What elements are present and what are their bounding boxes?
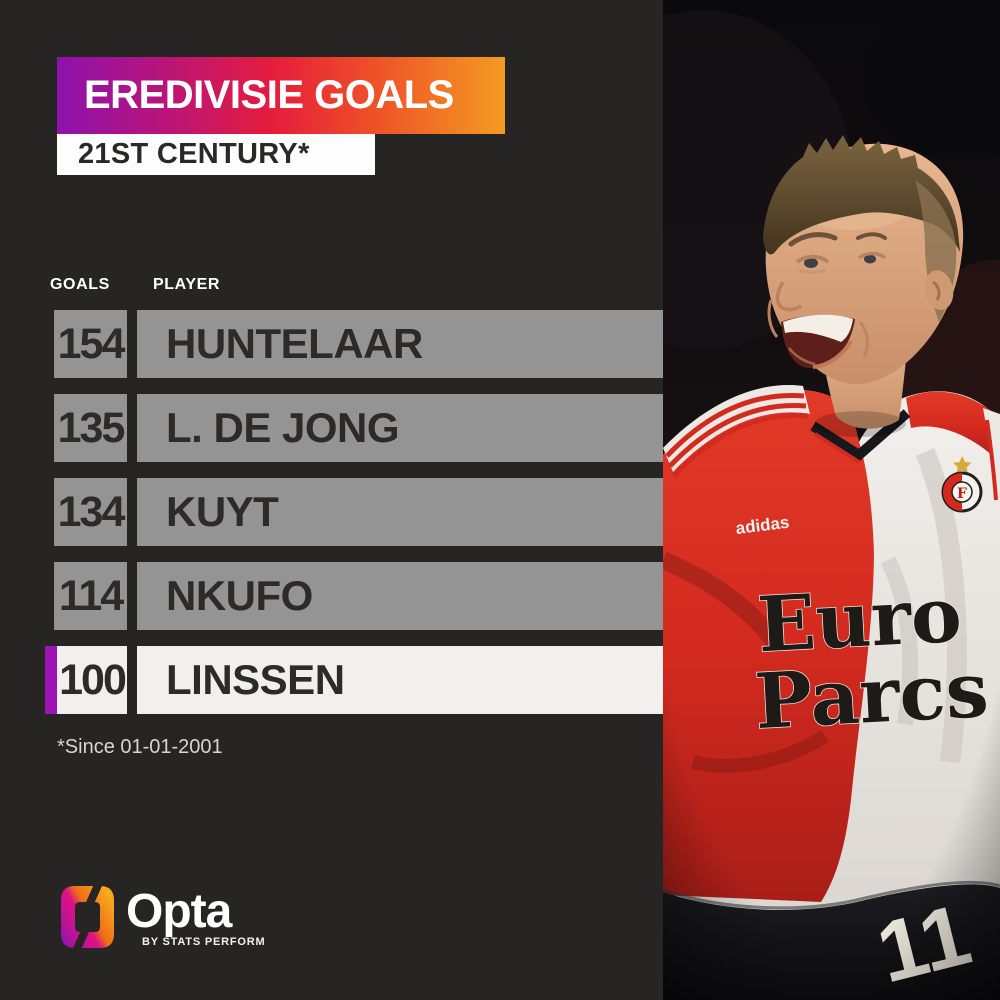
goals-cell: 134 xyxy=(54,478,127,546)
stats-perform-byline: BY STATS PERFORM xyxy=(142,936,266,948)
goals-cell: 100 xyxy=(57,646,127,714)
table-row: 114 NKUFO xyxy=(0,562,663,630)
opta-branding: Opta BY STATS PERFORM xyxy=(60,885,320,965)
footnote: *Since 01-01-2001 xyxy=(57,736,223,758)
player-photo: adidas F Euro Parcs 11 xyxy=(663,0,1000,1000)
player-cell: NKUFO xyxy=(137,562,663,630)
opta-wordmark: Opta xyxy=(126,885,232,938)
table-row: 135 L. DE JONG xyxy=(0,394,663,462)
goals-cell: 154 xyxy=(54,310,127,378)
table-row-highlighted: 100 LINSSEN xyxy=(0,646,663,714)
page-title: EREDIVISIE GOALS xyxy=(84,73,454,117)
highlight-accent-bar xyxy=(45,646,57,714)
player-cell: LINSSEN xyxy=(137,646,663,714)
page-subtitle: 21ST CENTURY* xyxy=(78,138,310,170)
goals-column-header: GOALS xyxy=(50,276,110,293)
player-cell: KUYT xyxy=(137,478,663,546)
subtitle-banner: 21ST CENTURY* xyxy=(57,134,375,175)
opta-logo-icon xyxy=(61,885,114,949)
table-row: 154 HUNTELAAR xyxy=(0,310,663,378)
goals-cell: 114 xyxy=(54,562,127,630)
title-banner: EREDIVISIE GOALS xyxy=(57,57,505,134)
player-cell: L. DE JONG xyxy=(137,394,663,462)
goals-cell: 135 xyxy=(54,394,127,462)
player-column-header: PLAYER xyxy=(153,276,221,293)
player-cell: HUNTELAAR xyxy=(137,310,663,378)
table-column-headers: GOALS PLAYER xyxy=(0,276,663,296)
table-row: 134 KUYT xyxy=(0,478,663,546)
